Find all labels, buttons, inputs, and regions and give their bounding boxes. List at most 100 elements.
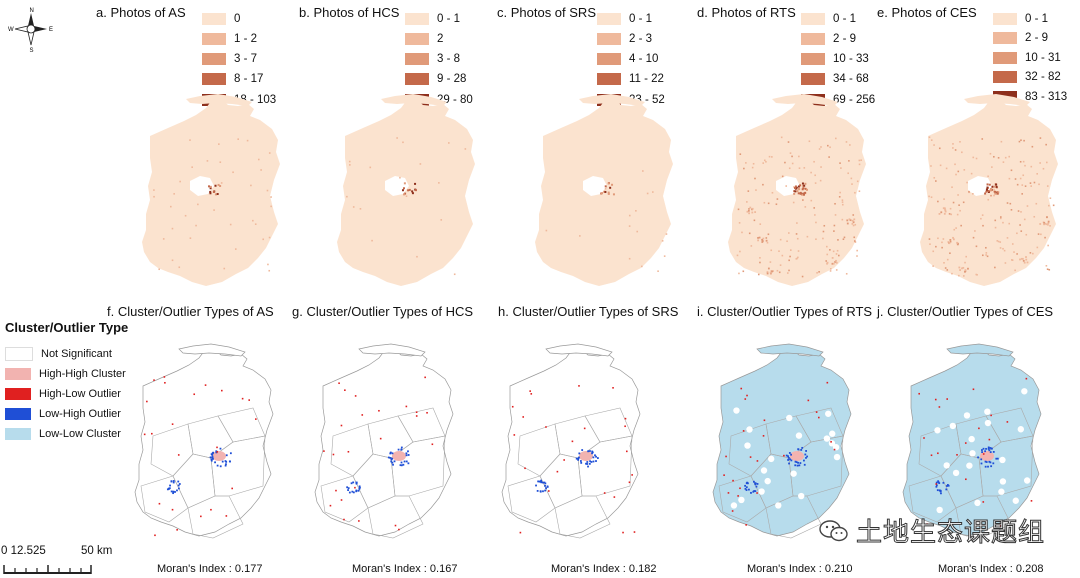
high-low-outlier — [833, 448, 836, 451]
non-significant-patch — [786, 414, 793, 422]
photo-cell — [814, 182, 817, 184]
non-significant-patch — [1023, 477, 1031, 484]
legend-label: 0 - 1 — [629, 12, 653, 25]
hotspot-cell — [411, 192, 414, 195]
photo-cell — [852, 214, 855, 216]
hotspot-cell — [411, 190, 414, 193]
hotspot-cell — [793, 192, 796, 195]
photo-cell — [852, 221, 855, 224]
low-high-outlier — [940, 492, 942, 495]
photo-cell — [1006, 202, 1009, 204]
photo-cell — [813, 160, 815, 163]
photo-cell — [419, 163, 422, 165]
photo-cell — [784, 161, 786, 164]
low-high-outlier — [577, 458, 580, 461]
photo-cell — [267, 263, 269, 266]
legend-swatch — [597, 32, 621, 45]
low-high-outlier — [936, 489, 939, 492]
photo-cell — [952, 236, 954, 239]
hotspot-cell — [209, 192, 212, 195]
low-high-outlier — [212, 451, 215, 454]
chongming-island — [946, 343, 1014, 357]
high-low-outlier — [164, 381, 166, 384]
non-significant-patch — [998, 488, 1005, 495]
non-significant-patch — [968, 435, 975, 443]
photo-cell — [932, 265, 934, 267]
low-high-outlier — [539, 480, 542, 483]
photo-cell — [958, 266, 961, 269]
photo-cell — [751, 211, 754, 214]
low-high-outlier — [588, 462, 591, 465]
photo-cell — [1047, 244, 1049, 247]
photo-cell — [642, 170, 644, 172]
photo-cell — [229, 223, 232, 226]
north-label: N — [30, 8, 34, 14]
high-low-outlier — [171, 508, 174, 511]
photo-cell — [162, 238, 165, 240]
legend-label: 4 - 10 — [629, 52, 659, 65]
low-high-outlier — [744, 484, 747, 487]
low-high-outlier — [400, 464, 403, 467]
photo-cell — [939, 164, 942, 167]
low-high-outlier — [752, 480, 755, 483]
low-high-outlier — [229, 452, 232, 455]
photo-cell — [849, 144, 851, 146]
non-significant-patch — [963, 412, 971, 419]
high-low-outlier — [415, 415, 418, 417]
chongming-island — [964, 94, 1030, 106]
high-low-outlier — [545, 426, 547, 428]
high-high-cluster — [212, 451, 226, 461]
photo-cell — [854, 191, 856, 194]
legend-swatch — [597, 52, 621, 65]
photo-cell — [750, 245, 753, 247]
photo-cell — [1016, 183, 1019, 186]
low-high-outlier — [984, 465, 987, 468]
low-high-outlier — [209, 456, 212, 459]
low-high-outlier — [805, 450, 808, 452]
legend-swatch — [405, 32, 429, 45]
photo-cell — [837, 239, 839, 241]
low-high-outlier — [585, 462, 587, 465]
low-high-outlier — [544, 484, 546, 487]
photo-cell — [948, 242, 951, 245]
cluster-swatch — [5, 387, 31, 400]
photo-cell — [763, 159, 766, 162]
low-high-outlier — [785, 454, 788, 457]
high-low-outlier — [633, 531, 636, 533]
photo-cell — [990, 194, 992, 197]
photo-cell — [952, 201, 955, 204]
low-high-outlier — [536, 490, 539, 492]
photo-cell — [958, 204, 960, 206]
low-high-outlier — [589, 450, 591, 452]
cluster-panel-title: h. Cluster/Outlier Types of SRS — [498, 304, 679, 319]
photo-cell — [1039, 162, 1041, 164]
photo-cell — [793, 186, 795, 188]
non-significant-patch — [758, 488, 765, 495]
low-high-outlier — [937, 481, 940, 484]
cluster-panel-title: g. Cluster/Outlier Types of HCS — [292, 304, 474, 319]
cluster-legend-label: High-High Cluster — [39, 367, 126, 380]
cluster-legend-label: Low-Low Cluster — [39, 427, 121, 440]
photo-cell — [986, 255, 989, 258]
non-significant-patch — [984, 408, 991, 415]
district-boundary — [187, 495, 244, 539]
low-high-outlier — [586, 461, 589, 463]
photo-cell — [958, 274, 960, 277]
photo-cell — [949, 238, 952, 241]
low-high-outlier — [215, 450, 218, 453]
high-low-outlier — [984, 532, 987, 534]
photo-cell — [953, 228, 956, 231]
photo-cell — [1002, 247, 1004, 250]
photo-cell — [810, 171, 812, 174]
district-boundary — [140, 475, 189, 523]
low-high-outlier — [996, 457, 999, 460]
high-low-outlier — [379, 437, 382, 440]
hotspot-cell — [216, 193, 219, 196]
low-high-outlier — [592, 460, 595, 463]
photo-cell — [851, 183, 853, 185]
high-low-outlier — [938, 406, 941, 408]
chongming-island — [358, 343, 426, 357]
non-significant-patch — [790, 470, 797, 477]
low-high-outlier — [229, 460, 231, 463]
non-significant-patch — [767, 455, 775, 463]
